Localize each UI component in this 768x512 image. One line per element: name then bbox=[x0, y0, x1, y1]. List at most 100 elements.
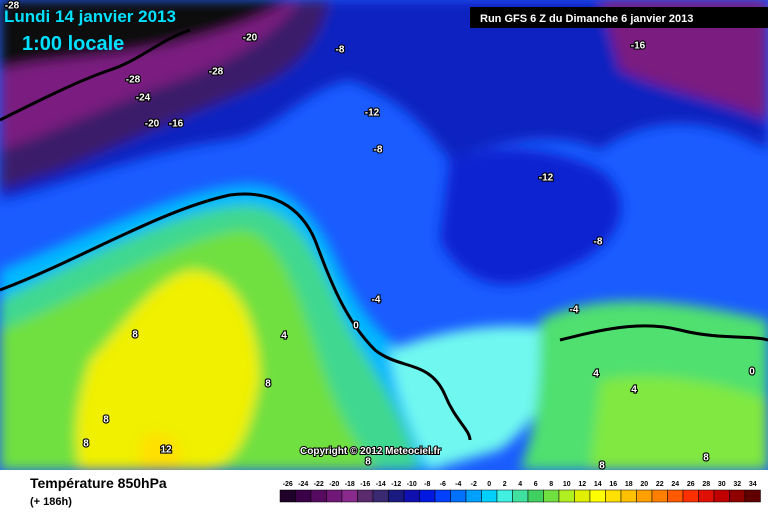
legend-swatch bbox=[326, 489, 343, 503]
contour-label: 12 bbox=[160, 445, 172, 456]
legend-label: 32 bbox=[733, 481, 741, 488]
legend-label: 16 bbox=[609, 481, 617, 488]
legend-label: 8 bbox=[549, 481, 553, 488]
legend-swatch bbox=[589, 489, 606, 503]
legend-label: -24 bbox=[298, 481, 308, 488]
contour-label: 8 bbox=[365, 457, 371, 468]
contour-label: -12 bbox=[539, 173, 554, 184]
legend-swatch bbox=[636, 489, 653, 503]
footer-title: Température 850hPa bbox=[30, 475, 167, 491]
contour-label: -24 bbox=[136, 93, 151, 104]
legend-label: -8 bbox=[424, 481, 430, 488]
legend-label: 30 bbox=[718, 481, 726, 488]
zero-isotherm-east bbox=[559, 324, 768, 342]
legend-label: 28 bbox=[702, 481, 710, 488]
contour-label: -16 bbox=[631, 41, 646, 52]
legend-label: 4 bbox=[518, 481, 522, 488]
legend-label: 26 bbox=[687, 481, 695, 488]
legend-label: -12 bbox=[391, 481, 401, 488]
legend-label: 6 bbox=[534, 481, 538, 488]
legend-swatch bbox=[465, 489, 482, 503]
contour-label: 4 bbox=[281, 331, 287, 342]
contour-label: -20 bbox=[145, 119, 160, 130]
legend-label: 20 bbox=[640, 481, 648, 488]
legend-swatch bbox=[527, 489, 544, 503]
contour-label: 4 bbox=[631, 385, 637, 396]
legend-swatch bbox=[295, 489, 312, 503]
legend-label: 22 bbox=[656, 481, 664, 488]
map-field: -28 -20 -8 -16 -28 -28 -24 -20 -16 -12 -8 -12 -8 -4 0 4… bbox=[0, 0, 768, 472]
legend: -26 -24 -22 -20 -18 -16 -14 -12 -10 -8 -6 -4 -2 0 2 4 6 8… bbox=[279, 481, 761, 503]
legend-label: -18 bbox=[345, 481, 355, 488]
legend-swatch bbox=[279, 489, 296, 503]
legend-swatch bbox=[605, 489, 622, 503]
legend-swatch bbox=[512, 489, 529, 503]
contour-label: -28 bbox=[126, 75, 141, 86]
legend-swatch bbox=[729, 489, 746, 503]
legend-label: -14 bbox=[376, 481, 386, 488]
contour-label: -4 bbox=[570, 305, 579, 316]
contour-label: 0 bbox=[353, 321, 359, 332]
legend-swatch bbox=[310, 489, 327, 503]
legend-swatch bbox=[744, 489, 761, 503]
legend-label: -20 bbox=[329, 481, 339, 488]
legend-swatch bbox=[698, 489, 715, 503]
contour-label: -20 bbox=[243, 33, 258, 44]
legend-label: -22 bbox=[314, 481, 324, 488]
run-info: Run GFS 6 Z du Dimanche 6 janvier 2013 bbox=[480, 13, 693, 25]
contour-label: -12 bbox=[365, 108, 380, 119]
legend-swatch bbox=[481, 489, 498, 503]
contour-label: 8 bbox=[265, 379, 271, 390]
contour-label: -8 bbox=[336, 45, 345, 56]
legend-label: -6 bbox=[440, 481, 446, 488]
legend-label: 34 bbox=[749, 481, 757, 488]
legend-swatch bbox=[357, 489, 374, 503]
legend-swatch bbox=[574, 489, 591, 503]
copyright: Copyright © 2012 Meteociel.fr bbox=[300, 446, 441, 457]
legend-swatch bbox=[434, 489, 451, 503]
legend-swatch bbox=[403, 489, 420, 503]
contour-label: -8 bbox=[374, 145, 383, 156]
legend-label: 18 bbox=[625, 481, 633, 488]
local-time: 1:00 locale bbox=[22, 33, 124, 55]
legend-label: 0 bbox=[487, 481, 491, 488]
legend-swatch bbox=[372, 489, 389, 503]
contour-label: 8 bbox=[103, 415, 109, 426]
legend-swatch bbox=[558, 489, 575, 503]
legend-label: -2 bbox=[471, 481, 477, 488]
contour-label: 0 bbox=[749, 367, 755, 378]
contour-labels: -28 -20 -8 -16 -28 -28 -24 -20 -16 -12 -8 -12 -8 -4 0 4… bbox=[4, 0, 757, 472]
legend-swatch bbox=[543, 489, 560, 503]
legend-label: -16 bbox=[360, 481, 370, 488]
legend-label: 10 bbox=[563, 481, 571, 488]
legend-swatch bbox=[667, 489, 684, 503]
legend-swatch bbox=[450, 489, 467, 503]
legend-swatch bbox=[341, 489, 358, 503]
legend-label: 12 bbox=[578, 481, 586, 488]
legend-swatch bbox=[388, 489, 405, 503]
date: Lundi 14 janvier 2013 bbox=[4, 7, 176, 26]
legend-label: 24 bbox=[671, 481, 679, 488]
legend-swatch bbox=[620, 489, 637, 503]
contour-label: 8 bbox=[132, 330, 138, 341]
legend-label: -4 bbox=[455, 481, 461, 488]
legend-swatch bbox=[713, 489, 730, 503]
legend-swatch bbox=[682, 489, 699, 503]
contour-label: -28 bbox=[209, 67, 224, 78]
zero-isotherm bbox=[0, 192, 472, 441]
run-box bbox=[470, 7, 768, 28]
legend-label: -10 bbox=[407, 481, 417, 488]
legend-label: 14 bbox=[594, 481, 602, 488]
contour-label: -4 bbox=[372, 295, 381, 306]
contour-label: -28 bbox=[5, 1, 20, 12]
contour-label: 8 bbox=[599, 461, 605, 472]
contour-label: 4 bbox=[593, 369, 599, 380]
contour-label: 8 bbox=[83, 439, 89, 450]
contour-label: -8 bbox=[594, 237, 603, 248]
contour-label: 8 bbox=[703, 453, 709, 464]
legend-label: -26 bbox=[283, 481, 293, 488]
contour-label: -16 bbox=[169, 119, 184, 130]
legend-swatch bbox=[419, 489, 436, 503]
legend-label: 2 bbox=[503, 481, 507, 488]
